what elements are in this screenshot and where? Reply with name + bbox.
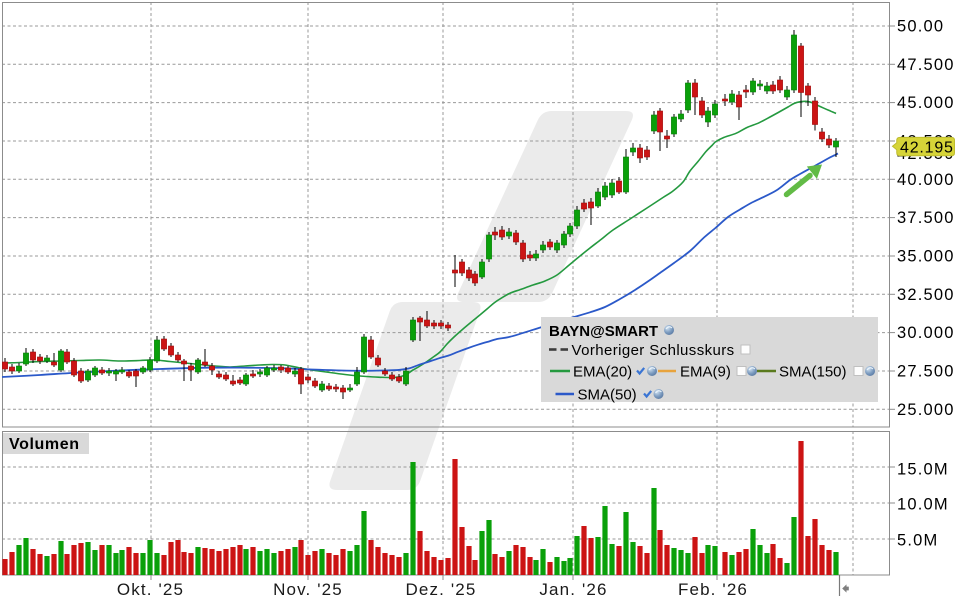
svg-text:47.500: 47.500 [897,56,955,74]
svg-text:45.000: 45.000 [897,94,955,112]
svg-text:25.000: 25.000 [897,401,955,419]
svg-text:BAYN@SMART: BAYN@SMART [549,323,658,340]
svg-text:Jan. '26: Jan. '26 [539,580,607,599]
svg-text:50.00: 50.00 [897,18,944,36]
svg-text:10.0M: 10.0M [897,496,949,514]
svg-text:27.500: 27.500 [897,363,955,381]
svg-text:5.0M: 5.0M [897,532,938,550]
svg-text:EMA(9): EMA(9) [680,364,731,381]
svg-text:SMA(50): SMA(50) [578,387,637,404]
svg-text:Vorheriger Schlusskurs: Vorheriger Schlusskurs [572,342,735,359]
svg-text:Nov. '25: Nov. '25 [273,580,343,599]
svg-text:SMA(150): SMA(150) [779,364,847,381]
svg-text:Feb. '26: Feb. '26 [678,580,748,599]
svg-text:15.0M: 15.0M [897,461,949,479]
svg-text:30.000: 30.000 [897,324,955,342]
svg-text:Dez. '25: Dez. '25 [405,580,476,599]
svg-text:32.500: 32.500 [897,286,955,304]
svg-text:42.195: 42.195 [900,140,954,157]
svg-text:35.000: 35.000 [897,248,955,266]
svg-text:EMA(20): EMA(20) [573,364,632,381]
svg-text:37.500: 37.500 [897,209,955,227]
svg-text:Volumen: Volumen [9,436,80,453]
svg-text:Okt. '25: Okt. '25 [117,580,184,599]
svg-text:40.000: 40.000 [897,171,955,189]
